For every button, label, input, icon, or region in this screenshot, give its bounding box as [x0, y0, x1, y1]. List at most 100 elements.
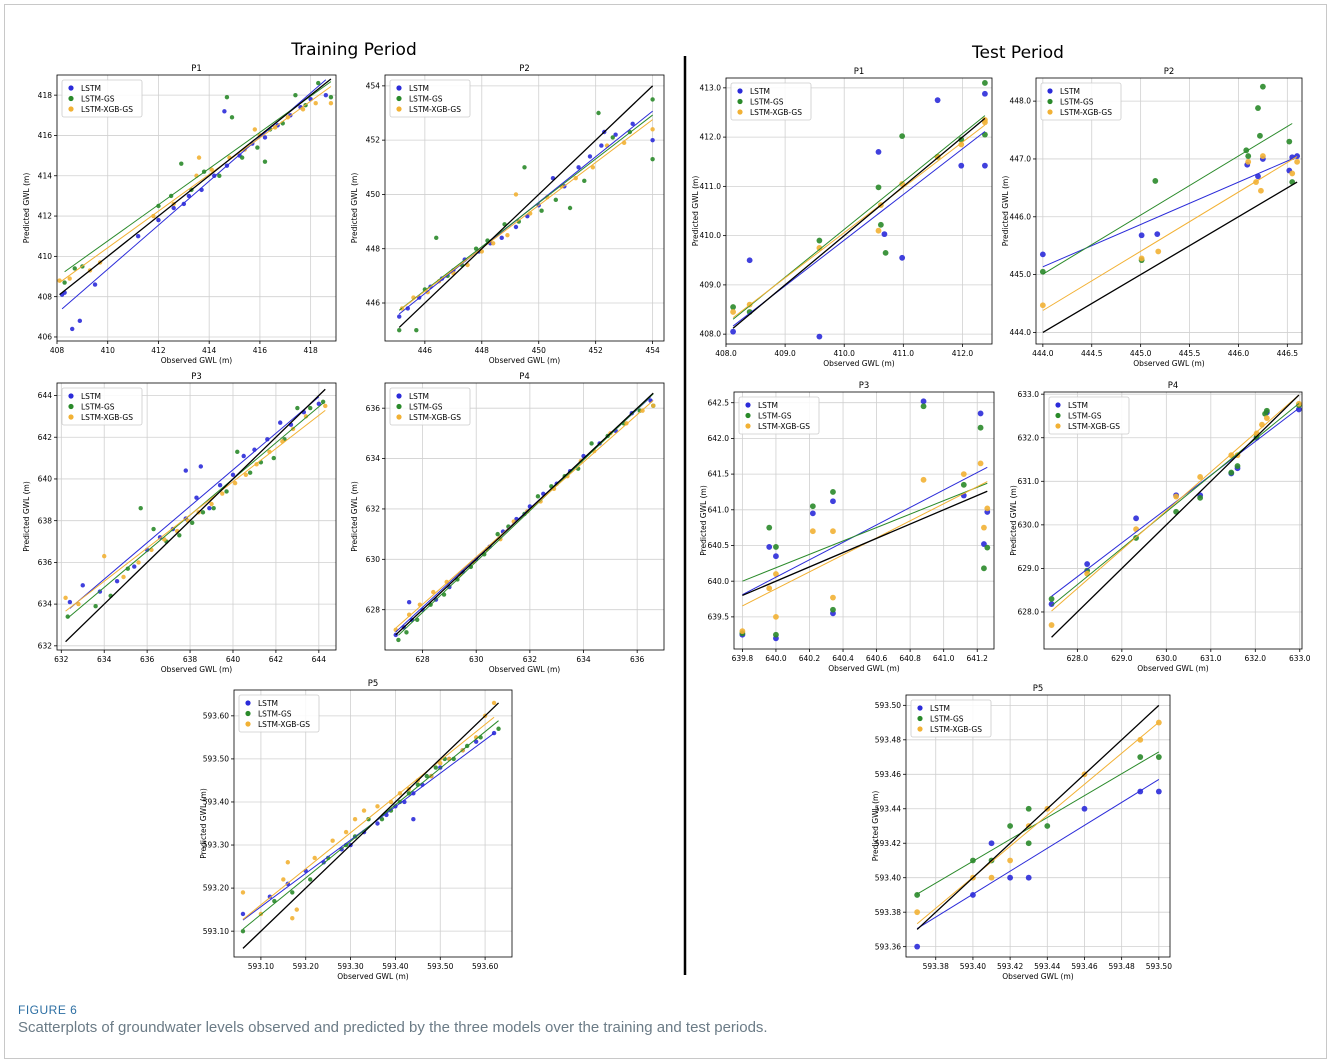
data-point-lstm-gs	[1255, 105, 1261, 111]
data-point-lstm	[982, 162, 988, 169]
panel-title: P5	[368, 679, 379, 689]
legend-marker-lstm	[68, 85, 74, 91]
data-point-lstm-gs	[495, 531, 500, 537]
data-point-lstm	[650, 137, 655, 143]
x-tick-label: 444.5	[1081, 349, 1103, 358]
data-point-lstm	[473, 739, 479, 744]
data-point-lstm-gs	[1152, 178, 1159, 184]
x-tick-label: 412.0	[952, 349, 974, 358]
y-tick-label: 416	[38, 131, 53, 140]
plot-frame	[733, 391, 995, 650]
data-point-lstm-xgb-gs	[981, 524, 987, 531]
x-tick-label: 593.48	[1109, 962, 1135, 971]
x-tick-label: 640.0	[765, 654, 787, 663]
data-point-lstm	[934, 97, 941, 104]
y-axis-label: Predicted GWL (m)	[350, 481, 359, 552]
panel-title: P2	[1164, 67, 1175, 77]
scatter-panel-training-p5: 593.10 593.20 593.30 593.40 593.50 593.60 593.…	[199, 679, 513, 981]
fit-line-lstm-gs	[398, 393, 654, 636]
data-point-lstm-gs	[240, 928, 246, 934]
data-point-lstm-xgb-gs	[490, 241, 496, 246]
data-point-lstm	[875, 148, 882, 155]
y-tick-label: 446.0	[1010, 212, 1032, 221]
data-point-lstm-gs	[766, 524, 773, 531]
data-point-lstm-gs	[151, 526, 156, 532]
data-point-lstm-xgb-gs	[220, 491, 225, 496]
data-point-lstm	[881, 231, 888, 238]
training-period-title: Training Period	[290, 40, 417, 60]
plot-frame	[1035, 77, 1303, 345]
plot-area	[726, 78, 992, 344]
data-point-lstm	[278, 420, 283, 425]
x-tick-label: 641.0	[933, 654, 955, 663]
data-point-lstm-gs	[982, 80, 988, 86]
data-point-lstm-gs	[1286, 138, 1293, 145]
data-point-lstm-gs	[1259, 83, 1266, 90]
data-point-lstm-xgb-gs	[425, 289, 430, 295]
data-point-lstm-gs	[156, 203, 161, 209]
scatter-panel-test-p2: 444.0 444.5 445.0 445.5 446.0 446.5 444.0 445.0…	[1001, 67, 1303, 368]
legend-label-lstm-gs: LSTM-GS	[930, 715, 964, 724]
data-point-lstm-xgb-gs	[773, 571, 779, 577]
data-point-lstm	[1048, 601, 1055, 608]
data-point-lstm	[499, 235, 504, 241]
data-point-lstm-gs	[1197, 494, 1204, 501]
y-tick-label: 408.0	[700, 330, 722, 339]
data-point-lstm	[914, 943, 921, 950]
plot-marks	[1048, 394, 1302, 638]
fit-line-lstm	[742, 466, 988, 596]
data-point-lstm-gs	[308, 877, 313, 882]
data-point-lstm-xgb-gs	[444, 579, 449, 585]
data-point-lstm	[132, 564, 137, 569]
legend-marker-lstm-gs	[396, 403, 402, 410]
data-point-lstm-xgb-gs	[196, 155, 202, 160]
data-point-lstm	[766, 544, 773, 550]
y-axis-label: Predicted GWL (m)	[350, 173, 359, 244]
data-point-lstm-gs	[809, 503, 816, 510]
data-point-lstm-gs	[224, 94, 230, 100]
fit-line-lstm-xgb-gs	[1042, 156, 1298, 311]
y-tick-label: 444.0	[1010, 328, 1032, 337]
data-point-lstm-gs	[516, 219, 522, 224]
legend-box	[730, 82, 812, 121]
data-point-lstm-xgb-gs	[254, 462, 259, 467]
x-tick-label: 634	[97, 655, 112, 664]
legend-label-lstm-xgb-gs: LSTM-XGB-GS	[750, 108, 802, 117]
fit-line-lstm-gs	[64, 81, 332, 273]
x-tick-label: 412	[151, 346, 166, 355]
one-to-one-line	[732, 117, 986, 329]
data-point-lstm	[746, 257, 753, 264]
y-tick-label: 410	[38, 252, 53, 261]
data-point-lstm-gs	[1044, 823, 1051, 829]
data-point-lstm-xgb-gs	[136, 560, 141, 565]
data-point-lstm	[375, 821, 380, 826]
y-tick-label: 406	[38, 333, 53, 342]
legend-label-lstm: LSTM	[750, 87, 770, 96]
y-tick-label: 418	[38, 91, 53, 100]
legend-label-lstm: LSTM	[409, 392, 429, 401]
y-tick-label: 629.0	[1018, 564, 1040, 573]
scatter-panel-training-p4: 628 630 632 634 636 628 630 632 634 636 P4 Observed…	[350, 372, 665, 674]
y-tick-label: 639.5	[708, 612, 730, 621]
data-point-lstm-gs	[882, 249, 889, 256]
data-point-lstm-xgb-gs	[984, 505, 991, 512]
legend-marker-lstm-gs	[245, 710, 251, 717]
scatter-panels: 408 410 412 414 416 418 406 408 410 412 414 416 418 P…	[22, 64, 1311, 981]
legend-marker-lstm	[1047, 88, 1053, 94]
fit-line-lstm-xgb-gs	[401, 119, 653, 309]
data-point-lstm-xgb-gs	[1228, 452, 1235, 459]
data-point-lstm-xgb-gs	[290, 916, 295, 921]
x-tick-label: 416	[253, 346, 268, 355]
x-tick-label: 632.0	[1245, 654, 1267, 663]
plot-area	[1036, 78, 1302, 344]
data-point-lstm-gs	[589, 441, 594, 446]
x-tick-label: 640.8	[899, 654, 921, 663]
legend-box	[61, 79, 143, 118]
data-point-lstm-xgb-gs	[252, 127, 258, 132]
scatter-panel-training-p2: 446 448 450 452 454 446 448 450 452 454 P2 Observed…	[350, 64, 665, 365]
data-point-lstm-xgb-gs	[1048, 622, 1055, 628]
data-point-lstm	[1084, 561, 1091, 567]
data-point-lstm	[397, 314, 402, 319]
one-to-one-line	[1042, 181, 1298, 333]
